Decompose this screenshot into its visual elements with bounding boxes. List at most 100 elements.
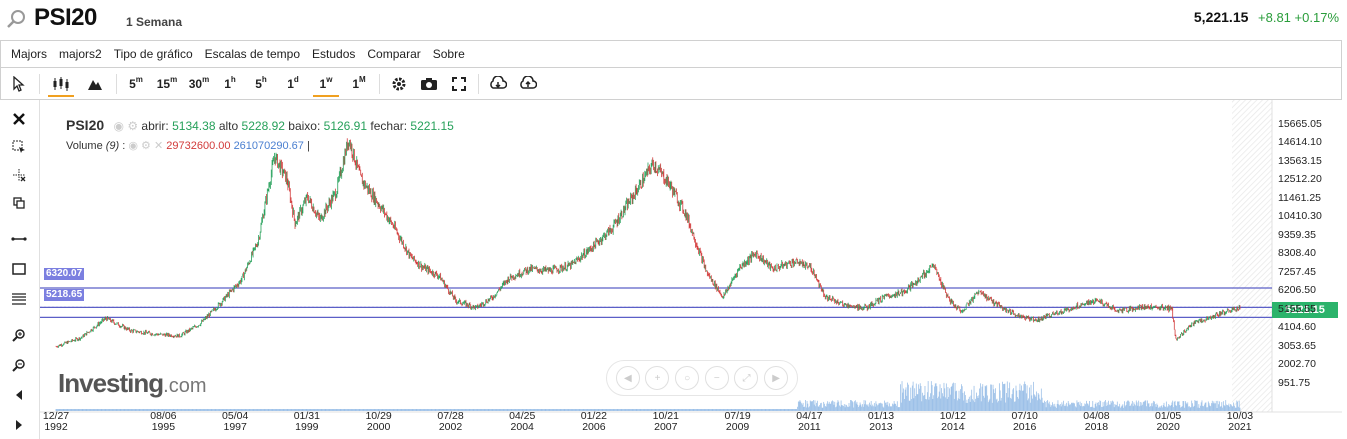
time-tick-label: 07/28 2002 bbox=[437, 410, 464, 433]
settings-small-icon[interactable]: ⚙ bbox=[127, 119, 139, 133]
zoom-out-icon[interactable] bbox=[8, 354, 30, 376]
time-tick-label: 07/19 2009 bbox=[724, 410, 751, 433]
rectangle-tool-icon[interactable] bbox=[8, 258, 30, 280]
trend-line-icon[interactable] bbox=[8, 228, 30, 250]
timeframe-15m[interactable]: 15 m bbox=[156, 75, 178, 91]
menu-majors[interactable]: Majors bbox=[11, 47, 48, 61]
candlestick-icon[interactable] bbox=[44, 69, 78, 99]
volume-param: (9) bbox=[105, 140, 120, 152]
current-price-tag: 5221.15 bbox=[1272, 302, 1338, 318]
menu-studies[interactable]: Estudos bbox=[312, 47, 356, 61]
timeframe-30m[interactable]: 30 m bbox=[188, 75, 210, 91]
time-tick-label: 10/12 2014 bbox=[939, 410, 966, 433]
volume-bars bbox=[55, 381, 1241, 411]
last-price: 5,221.15 bbox=[1193, 9, 1249, 25]
price-tick-label: 15665.05 bbox=[1278, 117, 1322, 130]
scroll-right-icon[interactable] bbox=[8, 414, 30, 436]
price-tick-label: 10410.30 bbox=[1278, 210, 1322, 222]
zoom-in-icon[interactable] bbox=[8, 324, 30, 346]
price-tick-label: 13563.15 bbox=[1278, 154, 1322, 167]
time-tick-label: 01/05 2020 bbox=[1154, 410, 1182, 433]
period-label: 1 Semana bbox=[126, 15, 183, 29]
menu-majors2[interactable]: majors2 bbox=[59, 47, 102, 61]
level-lines bbox=[40, 287, 1272, 319]
price-tick-label: 9359.35 bbox=[1278, 228, 1316, 241]
nav-zoom-in-icon[interactable]: + bbox=[645, 366, 670, 390]
ohlc-legend: PSI20 ◉ ⚙ abrir: 5134.38 alto 5228.92 ba… bbox=[66, 117, 454, 133]
close-value: 5221.15 bbox=[410, 119, 454, 133]
price-tick-label: 5155.55 bbox=[1278, 302, 1316, 315]
nav-fit-icon[interactable]: ⤢ bbox=[734, 366, 759, 390]
time-tick-label: 07/10 2016 bbox=[1011, 410, 1038, 433]
time-tick-label: 04/25 2004 bbox=[509, 410, 536, 433]
close-label: fechar: bbox=[370, 119, 408, 133]
menu-timescales[interactable]: Escalas de tempo bbox=[204, 47, 301, 61]
menu-compare[interactable]: Comparar bbox=[367, 47, 421, 61]
high-value: 5228.92 bbox=[241, 119, 285, 133]
legend-symbol: PSI20 bbox=[66, 117, 105, 133]
price-tick-label: 8308.40 bbox=[1278, 247, 1316, 259]
price-tick-label: 4104.60 bbox=[1278, 321, 1316, 333]
scroll-left-icon[interactable] bbox=[8, 384, 30, 406]
price-tick-label: 7257.45 bbox=[1278, 265, 1316, 278]
nav-left-icon[interactable]: ◀ bbox=[615, 366, 640, 390]
volume-value-1: 29732600.00 bbox=[166, 140, 231, 152]
time-tick-label: 04/17 2011 bbox=[796, 410, 823, 433]
fibonacci-tool-icon[interactable] bbox=[8, 288, 30, 310]
nav-reset-icon[interactable]: ○ bbox=[675, 366, 700, 390]
search-icon[interactable] bbox=[6, 8, 28, 30]
volume-label: Volume bbox=[66, 140, 103, 152]
level-label-1[interactable]: 6320.07 bbox=[44, 268, 85, 280]
future-area bbox=[1232, 100, 1272, 412]
gear-icon[interactable] bbox=[384, 69, 414, 99]
time-tick-label: 01/31 1999 bbox=[293, 410, 320, 433]
investing-logo: Investing.com bbox=[58, 368, 207, 398]
select-tool-icon[interactable] bbox=[8, 136, 30, 158]
crosshair-delete-icon[interactable] bbox=[8, 164, 30, 186]
price-change-pct: +0.17% bbox=[1294, 10, 1339, 25]
time-tick-label: 08/06 1995 bbox=[150, 410, 177, 433]
camera-icon[interactable] bbox=[414, 69, 444, 99]
low-label: baixo: bbox=[288, 119, 321, 133]
nav-right-icon[interactable]: ▶ bbox=[764, 366, 789, 390]
fullscreen-icon[interactable] bbox=[444, 69, 474, 99]
price-tick-label: 951.75 bbox=[1278, 376, 1311, 389]
price-tick-label: 2002.70 bbox=[1278, 358, 1316, 370]
high-label: alto bbox=[218, 119, 239, 133]
drawing-tools bbox=[0, 100, 40, 439]
volume-value-2: 261070290.67 bbox=[233, 140, 304, 152]
open-label: abrir: bbox=[141, 119, 169, 133]
price-tick-label: 11461.25 bbox=[1278, 191, 1322, 204]
price-chart[interactable] bbox=[40, 100, 1342, 439]
time-tick-label: 10/03 2021 bbox=[1226, 410, 1254, 433]
time-tick-label: 04/08 2018 bbox=[1083, 410, 1110, 433]
cursor-icon[interactable] bbox=[1, 69, 35, 99]
volume-eye-icon[interactable]: ◉ ⚙ ✕ bbox=[128, 140, 164, 152]
time-tick-label: 05/04 1997 bbox=[222, 410, 249, 433]
price-change: +8.81 bbox=[1258, 10, 1291, 25]
level-label-2[interactable]: 5218.65 bbox=[44, 289, 85, 301]
menu-bar: Majors majors2 Tipo de gráfico Escalas d… bbox=[0, 40, 1342, 68]
copy-icon[interactable] bbox=[8, 192, 30, 214]
price-tick-label: 3053.65 bbox=[1278, 339, 1316, 352]
upload-cloud-icon[interactable] bbox=[513, 69, 543, 99]
menu-chart-type[interactable]: Tipo de gráfico bbox=[113, 47, 193, 61]
nav-zoom-out-icon[interactable]: − bbox=[704, 366, 729, 390]
eye-icon[interactable]: ◉ bbox=[113, 119, 124, 133]
menu-about[interactable]: Sobre bbox=[432, 47, 465, 61]
price-tick-label: 12512.20 bbox=[1278, 173, 1322, 185]
download-cloud-icon[interactable] bbox=[483, 69, 513, 99]
time-tick-label: 10/21 2007 bbox=[652, 410, 679, 433]
price-tick-label: 6206.50 bbox=[1278, 284, 1316, 296]
time-tick-label: 10/29 2000 bbox=[365, 410, 392, 433]
close-icon[interactable] bbox=[8, 108, 30, 130]
area-chart-icon[interactable] bbox=[78, 69, 112, 99]
time-tick-label: 01/13 2013 bbox=[867, 410, 895, 433]
